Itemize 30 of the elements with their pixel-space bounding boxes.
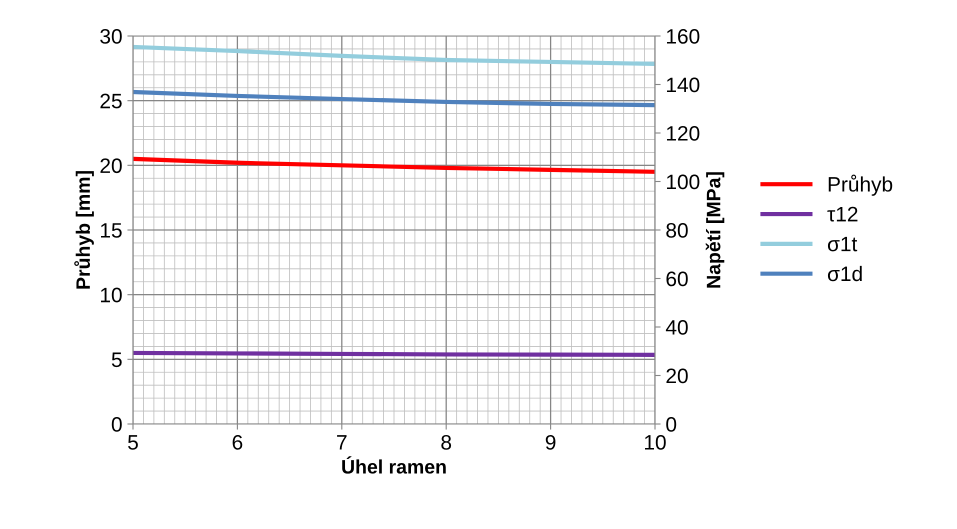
y2-tick-label: 100 xyxy=(667,174,700,190)
x-tick-label: 6 xyxy=(232,434,242,450)
y2-tick-label: 160 xyxy=(667,29,700,44)
x-axis-title: Úhel ramen xyxy=(342,456,446,474)
y-axis-title: Průhyb [mm] xyxy=(74,171,94,289)
y2-tick-label: 120 xyxy=(667,126,700,141)
y-tick-label: 20 xyxy=(100,158,122,174)
legend-label: σ1d xyxy=(828,266,862,282)
y2-tick-label: 40 xyxy=(666,320,688,335)
y2-tick-label: 0 xyxy=(666,417,676,432)
y-tick-label: 5 xyxy=(112,352,122,368)
x-tick-label: 9 xyxy=(546,434,556,450)
y2-axis-title: Napětí [MPa] xyxy=(706,172,724,288)
legend-label: Průhyb xyxy=(828,174,892,196)
legend-label: τ12 xyxy=(827,206,858,222)
y-tick-label: 15 xyxy=(101,223,122,238)
y2-tick-label: 140 xyxy=(667,78,700,92)
y-tick-label: 10 xyxy=(101,288,122,302)
legend-label: σ1t xyxy=(828,236,858,252)
y2-tick-label: 20 xyxy=(666,368,688,384)
x-tick-label: 8 xyxy=(441,434,452,450)
y-tick-label: 0 xyxy=(112,417,122,432)
y-tick-label: 25 xyxy=(100,94,122,108)
line-series xyxy=(133,44,655,66)
y2-tick-label: 80 xyxy=(666,223,688,238)
x-tick-label: 7 xyxy=(337,435,347,450)
x-tick-label: 10 xyxy=(645,434,666,450)
y2-tick-label: 60 xyxy=(666,272,688,286)
y-tick-label: 30 xyxy=(100,29,122,44)
x-tick-label: 5 xyxy=(128,435,138,450)
